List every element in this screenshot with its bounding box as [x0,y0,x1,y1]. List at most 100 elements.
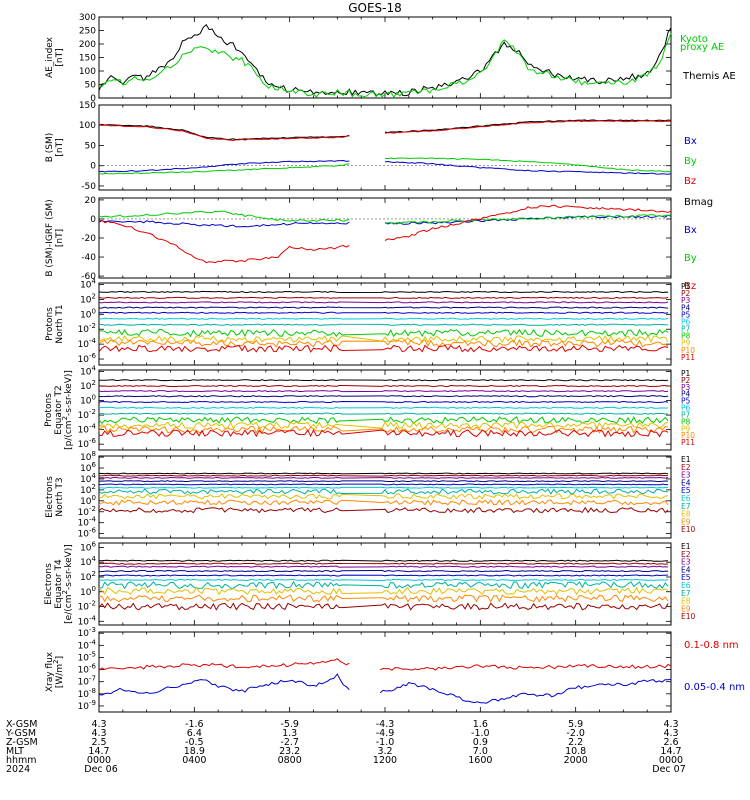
channel-label: E10 [681,525,696,534]
legend-label: By [684,253,697,264]
panel-frame [98,455,672,539]
series-line-bmag [98,119,672,141]
y-axis-label: [nT] [55,48,65,66]
legend-label: proxy AE [680,42,724,53]
series-line-p9 [98,421,669,430]
series-line-p9 [98,334,669,344]
y-axis-label: Protons [45,307,55,341]
channel-label: P7 [681,325,691,334]
series-line-e3 [98,476,669,479]
channel-label: E7 [681,589,691,598]
y-axis-label: Electrons [44,563,54,605]
channel-label: P11 [681,353,695,362]
panel-frame [98,369,672,451]
y-tick-label: 100 [80,394,96,407]
series-line-bz [98,204,672,264]
ephemeris-value: 14.7 [660,746,681,757]
series-line-e10 [98,506,669,514]
channel-label: P6 [681,317,691,326]
channel-label: P9 [681,339,691,348]
y-tick-label: 10-4 [78,337,97,350]
y-axis-label: [p/(cm2-s-sr-keV)] [61,370,74,450]
series-line-p1 [98,379,669,382]
legend-label: Bz [684,281,696,292]
ephemeris-value: -1.0 [376,737,395,748]
series-line-p11 [98,344,669,353]
legend-label: Kyoto [680,34,708,45]
series-line-0-05-0-4-nm [98,673,672,704]
y-tick-label: 10-4 [78,638,97,651]
channel-label: E5 [681,486,691,495]
panel-frame [98,104,672,191]
y-tick-label: 10-9 [78,699,96,712]
ephemeris-value: 6.4 [187,728,202,739]
series-line-p11 [98,428,669,438]
series-line-p2 [98,384,669,388]
series-line-p1 [98,290,669,294]
y-tick-label: 50 [85,141,97,151]
y-tick-label: 104 [80,277,96,290]
panel-ee: 106 104 102 100 10-210-4 Electrons Equator T4[… [44,540,696,627]
y-tick-label: 10-6 [78,352,97,365]
channel-label: P3 [681,383,691,392]
y-tick-label: -40 [81,253,96,263]
ephemeris-value: 2.5 [91,737,106,748]
y-tick-label: 10-6 [78,437,97,450]
channel-label: E2 [681,463,691,472]
y-tick-label: 100 [80,494,96,507]
y-tick-label: 150 [79,54,96,64]
channel-label: P5 [681,310,691,319]
series-line-e1 [98,472,669,475]
legend-label: Bx [684,136,697,147]
channel-label: E4 [681,565,691,574]
ephemeris-value: 5.9 [568,719,583,730]
channel-label: P2 [681,376,691,385]
series-line-e9 [98,594,669,603]
y-tick-label: 10-7 [78,675,96,688]
ephemeris-value: 2.6 [663,737,678,748]
y-tick-label: 10-2 [78,600,96,613]
y-axis-label: North T1 [55,304,65,343]
channel-label: E1 [681,455,691,464]
panel-frame [98,197,672,279]
ephemeris-value: 1600 [468,755,492,766]
legend-label: 0.05-0.4 nm [684,682,745,693]
panel-ae: 0 50 100 150 200 250 300 AE_index [nT] Kyotoproxy… [45,13,736,104]
series-line-p10 [98,425,669,435]
channel-label: P6 [681,404,691,413]
ephemeris-value: 0.9 [473,737,488,748]
y-axis-label: [nT] [55,138,65,156]
series-line-p6 [98,317,669,320]
legend-label: Themis AE [682,71,736,82]
y-tick-label: 102 [80,379,96,392]
series-line-e2 [98,562,669,565]
ephemeris-value: -4.3 [376,719,395,730]
y-tick-label: 10-8 [78,687,96,700]
y-tick-label: 10-4 [78,614,97,627]
y-axis-label: Protons [44,393,54,427]
series-line-e7 [98,580,669,590]
channel-label: E8 [681,510,691,519]
channel-label: P4 [681,303,691,312]
series-line-by [98,210,672,225]
ephemeris-row-label: Y-GSM [5,728,36,739]
panel-pn: 104 102 100 10-2 10-4 10-6 Protons North T1 P1P2… [45,277,695,366]
series-line-p2 [98,296,669,300]
channel-label: E8 [681,597,691,606]
y-tick-label: 100 [80,307,96,320]
legend-label: By [684,156,697,167]
ephemeris-value: 0000 [659,755,683,766]
channel-label: P10 [681,431,695,440]
y-axis-label: [e/(cm2-s-sr-keV)] [61,544,74,624]
y-tick-label: 100 [79,67,96,77]
ephemeris-value: 1.3 [282,728,297,739]
series-line-p10 [98,339,669,348]
panel-frame [98,542,672,626]
y-tick-label: 10-4 [78,423,97,436]
ephemeris-row-label: MLT [6,746,24,757]
ephemeris-row-label: hhmm [6,755,37,766]
panel-xray: 10-310-410-510-610-710-810-9 Xray flux [W/… [45,626,745,713]
ephemeris-value: 4.3 [91,719,106,730]
